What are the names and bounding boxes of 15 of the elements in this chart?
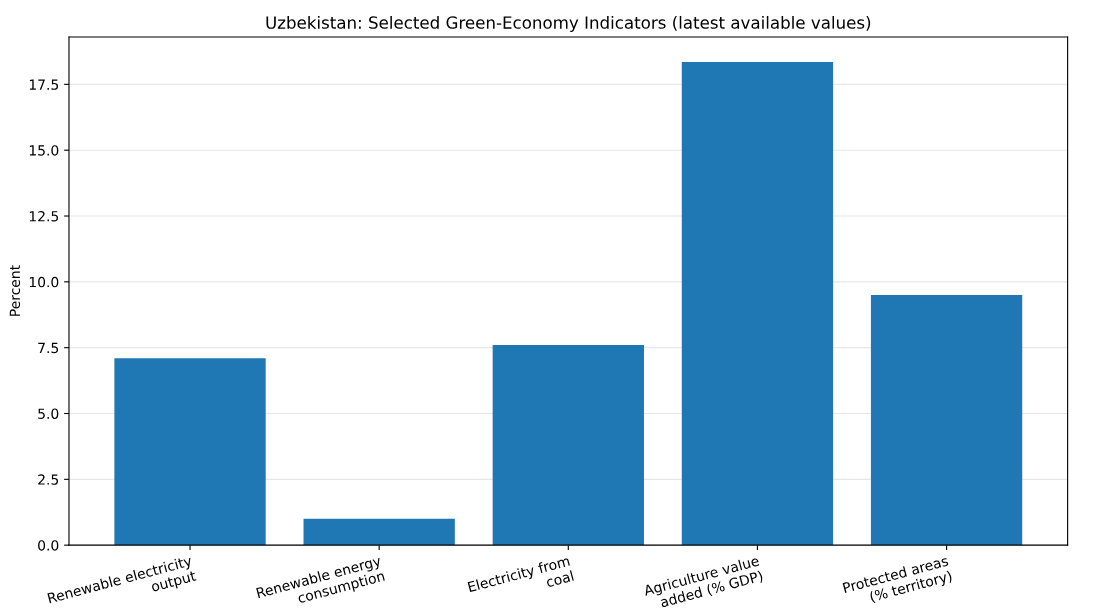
y-tick-label: 2.5 [38, 474, 59, 485]
bar [492, 345, 644, 546]
bar [681, 61, 834, 546]
y-tick-label: 17.5 [29, 79, 59, 90]
y-tick-label: 0.0 [38, 540, 59, 551]
y-tick-label: 12.5 [29, 210, 59, 222]
bar [303, 518, 455, 546]
y-tick-label: 15.0 [29, 145, 59, 156]
y-tick-label: 10.0 [29, 276, 59, 288]
y-tick-label: 5.0 [38, 408, 59, 419]
chart-title: Uzbekistan: Selected Green-Economy Indicators (latest available values) [266, 15, 871, 33]
bar [870, 295, 1023, 546]
y-axis-title: Percent [9, 265, 21, 316]
bar [114, 358, 266, 546]
y-tick-label: 7.5 [38, 342, 59, 354]
